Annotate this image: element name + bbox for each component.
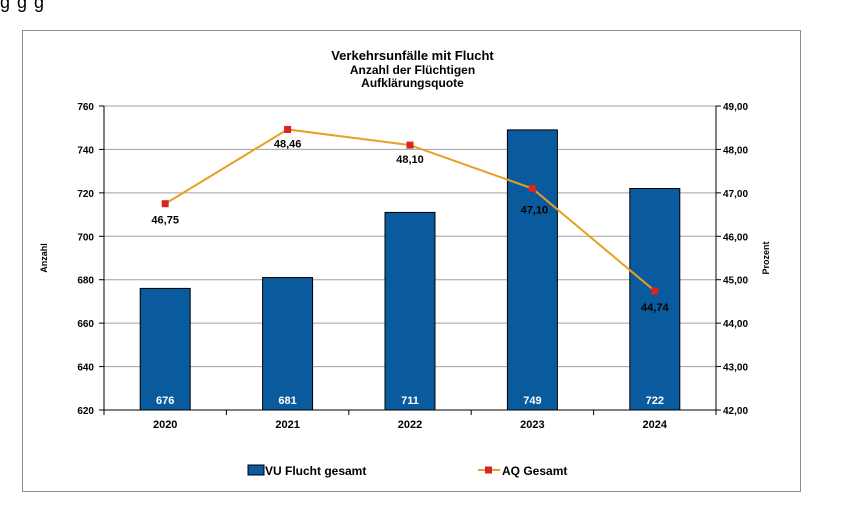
- line-value-label: 46,75: [151, 215, 179, 227]
- x-tick-label: 2024: [643, 419, 668, 431]
- y2-tick-label: 49,00: [723, 102, 748, 113]
- y2-tick-label: 48,00: [723, 145, 748, 156]
- line-marker: [284, 125, 292, 133]
- y-tick-label: 700: [77, 232, 94, 243]
- y-tick-label: 620: [77, 406, 94, 417]
- bar-value-label: 749: [523, 395, 541, 407]
- bar: [629, 188, 681, 411]
- line-marker: [651, 287, 659, 295]
- bar: [384, 211, 436, 411]
- y2-tick-label: 44,00: [723, 319, 748, 330]
- line-marker: [528, 185, 536, 193]
- chart-title: Verkehrsunfälle mit Flucht: [331, 48, 494, 63]
- legend-swatch-marker: [485, 466, 492, 474]
- chart-subtitle: Anzahl der Flüchtigen: [349, 63, 476, 77]
- line-value-label: 48,46: [274, 138, 302, 150]
- y2-tick-label: 47,00: [723, 189, 748, 200]
- legend-swatch-bar: [247, 464, 265, 476]
- x-tick-label: 2022: [398, 419, 422, 431]
- chart-subtitle-2: Aufklärungsquote: [361, 76, 464, 90]
- line-value-label: 48,10: [396, 154, 424, 166]
- y-tick-label: 660: [77, 319, 94, 330]
- y-tick-label: 760: [77, 102, 94, 113]
- top-cropped-text: g g g: [0, 0, 841, 26]
- y2-axis-title: Prozent: [761, 241, 771, 274]
- bar-value-label: 681: [278, 395, 296, 407]
- y2-tick-label: 43,00: [723, 363, 748, 374]
- x-tick-label: 2021: [275, 419, 299, 431]
- bar-value-label: 676: [156, 395, 174, 407]
- x-tick-label: 2020: [153, 419, 177, 431]
- bar-value-label: 722: [646, 395, 664, 407]
- line-value-label: 44,74: [641, 302, 669, 314]
- y-tick-label: 720: [77, 189, 94, 200]
- bar: [506, 129, 558, 411]
- bar-value-label: 711: [401, 395, 419, 407]
- y-axis-title: Anzahl: [39, 243, 49, 273]
- bar: [262, 277, 314, 411]
- y-tick-label: 740: [77, 145, 94, 156]
- y2-tick-label: 42,00: [723, 406, 748, 417]
- legend-label: VU Flucht gesamt: [265, 464, 366, 478]
- line-marker: [406, 141, 414, 149]
- legend-label: AQ Gesamt: [502, 464, 567, 478]
- line-value-label: 47,10: [521, 205, 549, 217]
- y-tick-label: 680: [77, 276, 94, 287]
- y-tick-label: 640: [77, 363, 94, 374]
- x-tick-label: 2023: [520, 419, 544, 431]
- cropped-text-fragment: g g g: [0, 0, 46, 12]
- y2-tick-label: 46,00: [723, 232, 748, 243]
- line-marker: [161, 200, 169, 208]
- bar: [139, 287, 191, 411]
- y2-tick-label: 45,00: [723, 276, 748, 287]
